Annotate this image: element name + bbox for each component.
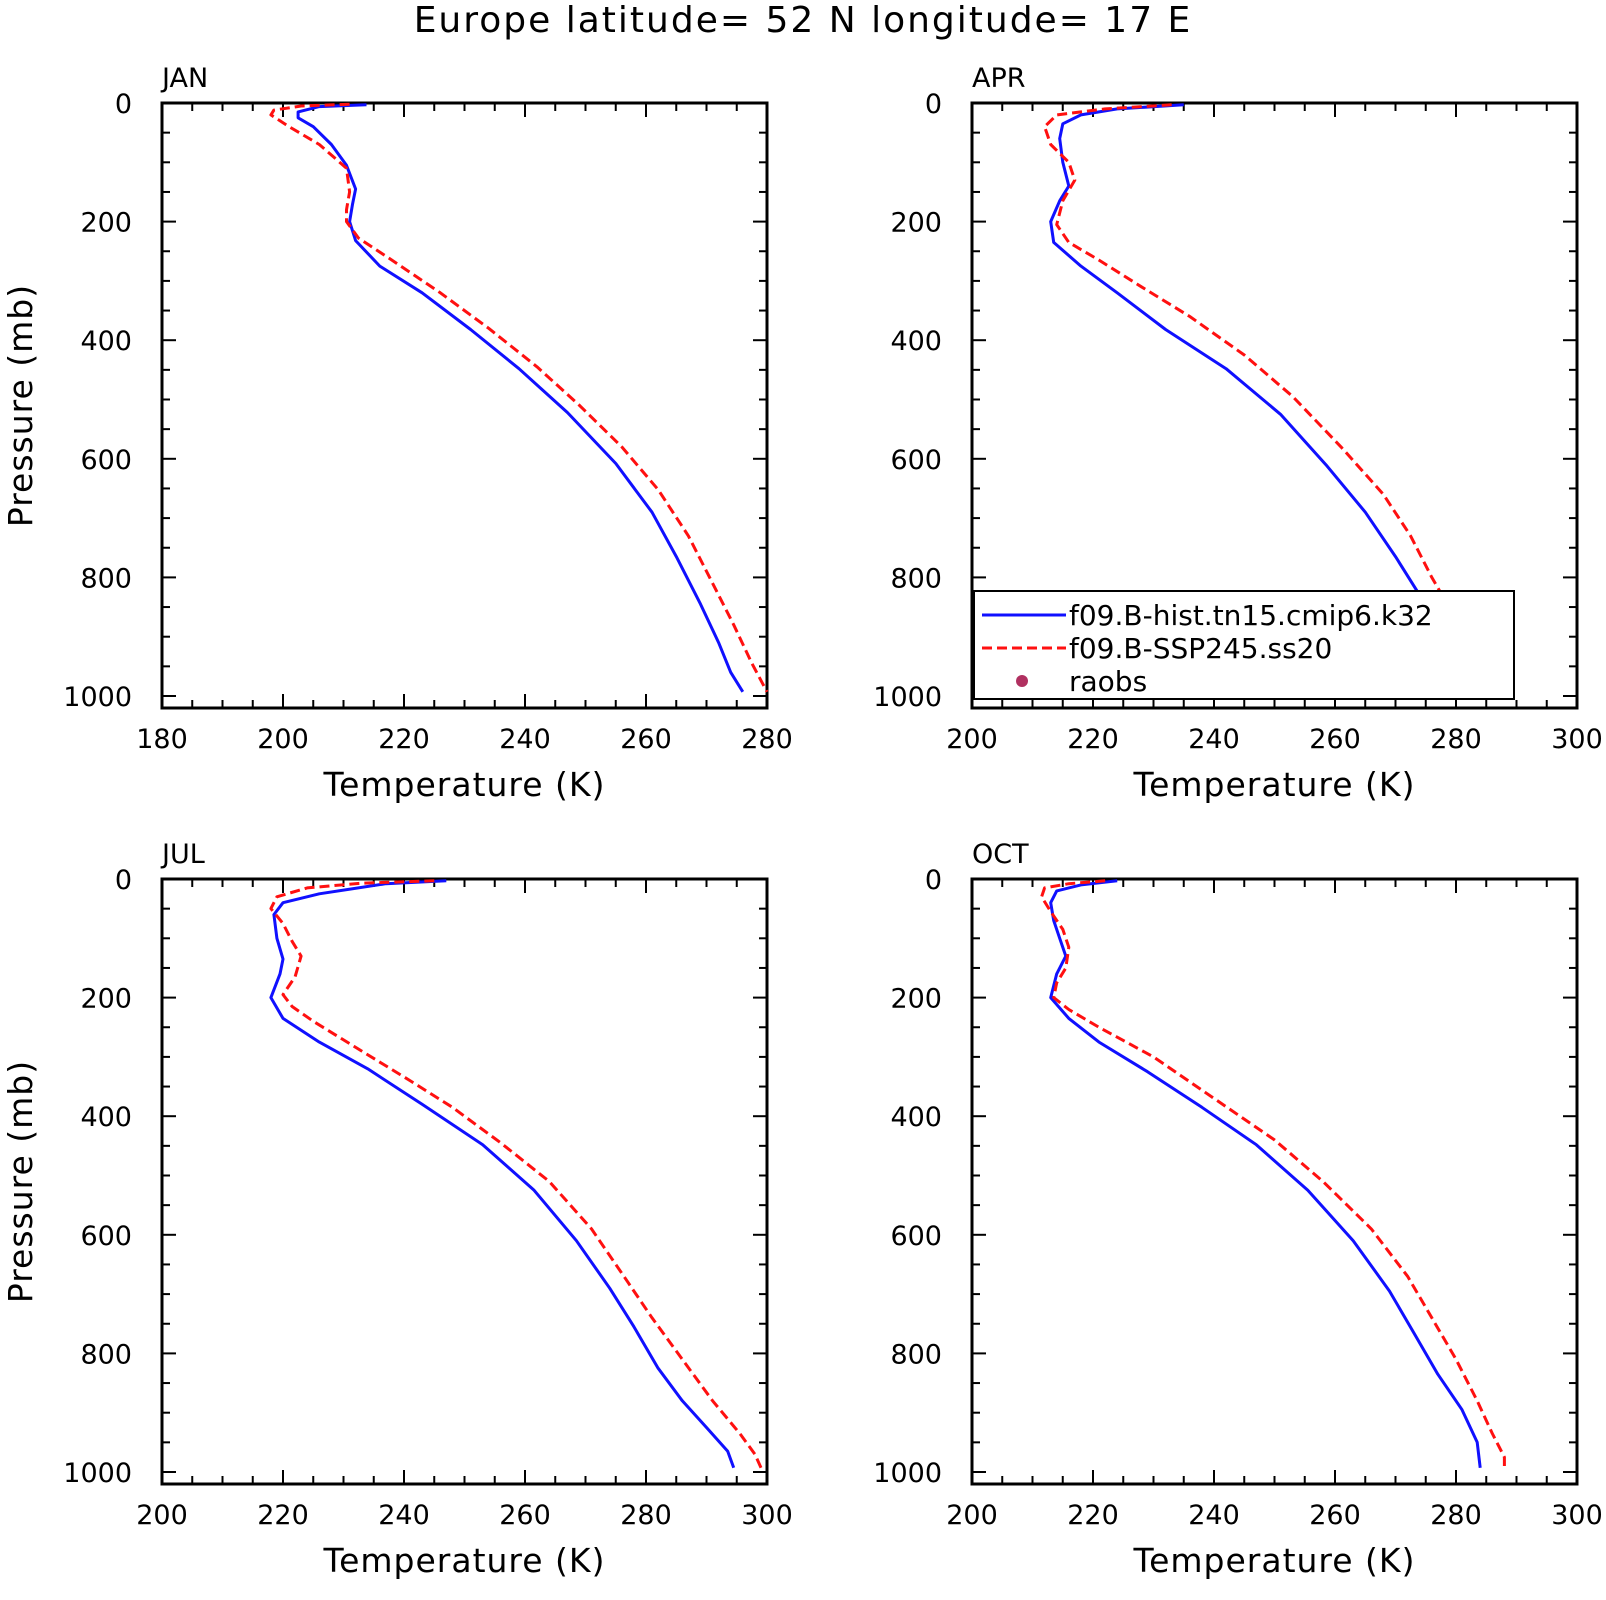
x-tick-label: 180 — [136, 724, 188, 755]
x-tick-label: 220 — [1067, 724, 1119, 755]
x-tick-label: 280 — [1430, 724, 1482, 755]
legend-label: raobs — [1069, 665, 1147, 698]
x-tick-label: 200 — [257, 724, 309, 755]
panel-label: OCT — [972, 839, 1029, 870]
y-tick-label: 200 — [890, 984, 942, 1015]
hist-series-line — [1049, 879, 1482, 1468]
y-tick-label: 400 — [890, 1102, 942, 1133]
figure-title: Europe latitude= 52 N longitude= 17 E — [414, 0, 1193, 41]
y-tick-label: 0 — [925, 865, 942, 896]
y-tick-label: 1000 — [63, 682, 132, 713]
x-axis-label: Temperature (K) — [1133, 765, 1416, 804]
x-tick-label: 260 — [1309, 1500, 1361, 1531]
x-axis-label: Temperature (K) — [1133, 1541, 1416, 1580]
panel-oct: 200 220 240 260 280 300 0 200 400 600 800 1000 Tempe… — [873, 839, 1602, 1580]
x-tick-label: 280 — [1430, 1500, 1482, 1531]
y-axis-label: Pressure (mb) — [1, 284, 40, 527]
x-tick-label: 280 — [620, 1500, 672, 1531]
x-tick-label: 240 — [378, 1500, 430, 1531]
y-tick-label: 200 — [890, 208, 942, 239]
y-tick-label: 200 — [80, 208, 132, 239]
x-tick-label: 260 — [499, 1500, 551, 1531]
x-tick-label: 220 — [378, 724, 430, 755]
x-tick-label: 240 — [1188, 1500, 1240, 1531]
y-tick-label: 800 — [890, 1339, 942, 1370]
y-axis-label: Pressure (mb) — [1, 1060, 40, 1303]
x-axis-label: Temperature (K) — [323, 1541, 606, 1580]
y-tick-label: 600 — [80, 1221, 132, 1252]
legend-label: f09.B-hist.tn15.cmip6.k32 — [1069, 599, 1433, 632]
x-tick-label: 300 — [1551, 724, 1603, 755]
y-tick-label: 0 — [115, 89, 132, 120]
legend-marker-raobs — [1016, 675, 1028, 687]
y-tick-label: 400 — [80, 326, 132, 357]
x-tick-label: 300 — [1551, 1500, 1603, 1531]
panel-label: APR — [972, 63, 1026, 94]
x-axis-label: Temperature (K) — [323, 765, 606, 804]
x-tick-label: 240 — [499, 724, 551, 755]
panels: 180 200 220 240 260 280 0 200 400 600 800 1000 Tempe… — [1, 63, 1603, 1580]
y-tick-label: 0 — [115, 865, 132, 896]
legend-box — [973, 590, 1515, 700]
y-tick-label: 800 — [890, 563, 942, 594]
panel-label: JUL — [160, 839, 205, 870]
y-tick-label: 400 — [890, 326, 942, 357]
y-tick-label: 1000 — [63, 1458, 132, 1489]
y-tick-label: 400 — [80, 1102, 132, 1133]
ssp245-series-line — [269, 102, 769, 693]
panel-jul: 200 220 240 260 280 300 0 200 400 600 800 1000 Tempe… — [1, 839, 793, 1580]
y-tick-label: 600 — [890, 445, 942, 476]
x-tick-label: 260 — [1309, 724, 1361, 755]
legend-label: f09.B-SSP245.ss20 — [1069, 632, 1332, 665]
x-tick-label: 260 — [620, 724, 672, 755]
y-tick-label: 0 — [925, 89, 942, 120]
legend: f09.B-hist.tn15.cmip6.k32f09.B-SSP245.ss… — [973, 590, 1515, 700]
x-tick-label: 220 — [1067, 1500, 1119, 1531]
y-tick-label: 600 — [890, 1221, 942, 1252]
y-tick-label: 1000 — [873, 682, 942, 713]
x-tick-label: 240 — [1188, 724, 1240, 755]
plot-frame — [970, 877, 1579, 1486]
ssp245-series-line — [269, 879, 763, 1469]
y-tick-label: 200 — [80, 984, 132, 1015]
x-tick-label: 200 — [136, 1500, 188, 1531]
x-tick-label: 280 — [741, 724, 793, 755]
x-tick-label: 300 — [741, 1500, 793, 1531]
y-tick-label: 1000 — [873, 1458, 942, 1489]
panel-label: JAN — [160, 63, 208, 94]
ssp245-series-line — [1040, 879, 1506, 1468]
y-tick-label: 600 — [80, 445, 132, 476]
panel-jan: 180 200 220 240 260 280 0 200 400 600 800 1000 Tempe… — [1, 63, 793, 804]
hist-series-line — [296, 103, 745, 693]
y-tick-label: 800 — [80, 1339, 132, 1370]
hist-series-line — [269, 879, 736, 1469]
x-tick-label: 200 — [946, 724, 998, 755]
y-tick-label: 800 — [80, 563, 132, 594]
x-tick-label: 200 — [946, 1500, 998, 1531]
x-tick-label: 220 — [257, 1500, 309, 1531]
plot-frame — [160, 101, 769, 710]
panel-apr: 200 220 240 260 280 300 0 200 400 600 800 1000 Tempe… — [873, 63, 1602, 804]
